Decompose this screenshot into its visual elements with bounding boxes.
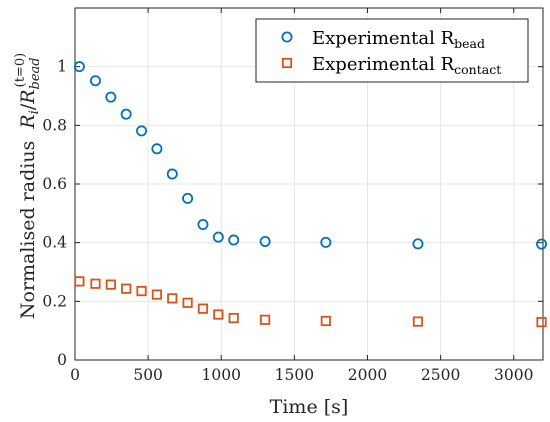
y-axis-title-slash: / [17,103,39,110]
legend-label-bead: Experimental Rbead [312,28,485,51]
x-tick-label: 3000 [494,366,533,384]
contact-point [213,309,224,320]
bead-point [536,238,548,250]
legend-label-bead-sub: bead [454,36,485,51]
bead-point [136,125,148,137]
x-axis-title: Time [s] [270,396,349,418]
legend-label-contact-main: Experimental R [312,54,455,75]
bead-point [151,143,163,155]
y-axis-title-t0: (t=0) [13,53,28,88]
contact-point [412,316,424,327]
bead-point [212,231,224,243]
bead-point [228,234,240,246]
legend-label-contact-sub: contact [454,62,501,77]
contact-point [260,314,271,325]
x-tick-label: 0 [70,366,80,384]
x-tick-label: 1000 [202,366,241,384]
contact-point [536,317,547,328]
legend: Experimental Rbead Experimental Rcontact [255,18,529,83]
y-axis-title-bead: bead [28,57,43,89]
contact-point [90,278,101,289]
bead-point [73,61,85,73]
bead-point [166,168,178,180]
y-tick-label: 1 [57,58,67,76]
contact-point [136,285,147,297]
legend-box [255,18,529,83]
legend-label-bead-main: Experimental R [312,28,455,49]
x-tick-label: 2500 [421,366,460,384]
contact-point [182,297,193,308]
y-axis-title-prefix: Normalised radius [17,141,39,319]
data-points [73,61,548,328]
contact-point [74,276,85,287]
contact-point [197,303,209,314]
y-tick-label: 0.4 [42,234,67,252]
axis-ticks: 0 500 1000 1500 2000 2500 3000 0 0.2 0.4 0.6 0.8 1 [42,8,543,384]
bead-point [197,218,209,230]
x-tick-label: 500 [133,366,163,384]
y-axis-title-i: i [27,110,42,114]
legend-label-contact: Experimental Rcontact [312,54,501,77]
contact-point [167,293,178,304]
bead-point [182,192,194,204]
y-axis-title-r2: R [17,89,39,104]
x-tick-label: 2000 [348,366,387,384]
y-tick-label: 0.2 [42,292,67,310]
contact-point [320,315,331,327]
contact-point [121,283,132,294]
bead-point [105,91,117,103]
y-axis-title-r: R [17,114,39,129]
bead-point [412,238,424,250]
contact-point [228,312,239,324]
legend-marker-bead [281,31,293,43]
y-axis-title: Normalised radius Ri/Rbead(t=0) [13,53,43,319]
bead-point [320,236,332,248]
y-tick-label: 0.8 [42,116,67,134]
bead-point [259,235,271,247]
x-tick-label: 1500 [275,366,314,384]
contact-point [105,279,116,290]
legend-marker-contact [281,57,293,69]
y-tick-label: 0 [57,351,67,369]
bead-point [120,108,132,120]
contact-point [151,289,162,300]
y-tick-label: 0.6 [42,175,67,193]
bead-point [89,75,101,87]
